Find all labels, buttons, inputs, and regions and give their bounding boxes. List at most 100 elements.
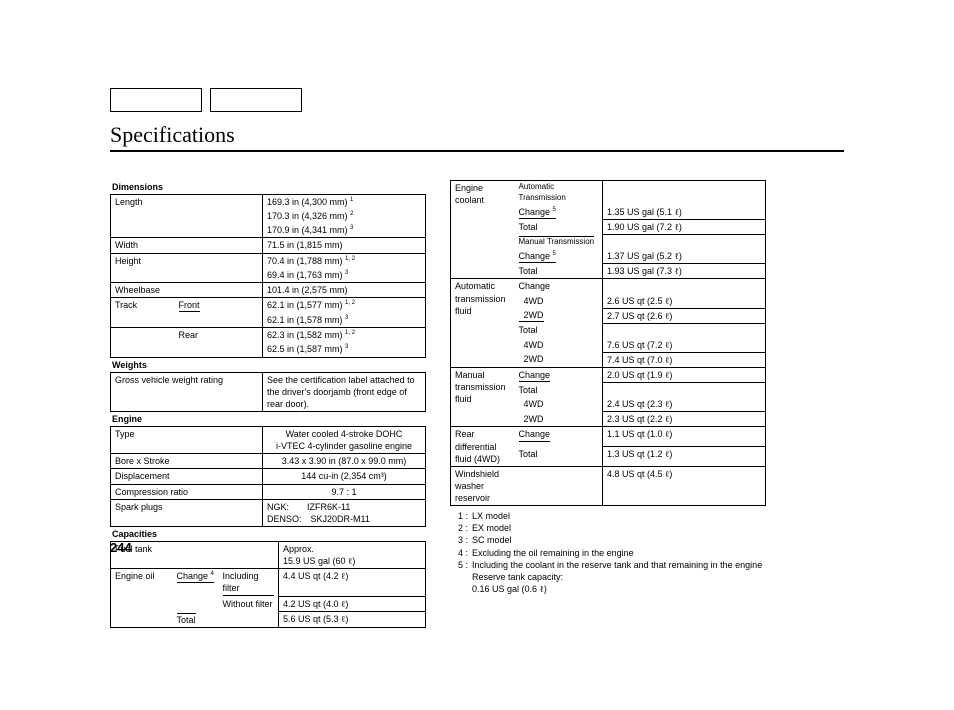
page-number: 244 bbox=[110, 540, 132, 555]
at-t4wd-v: 7.6 US qt (7.2 ℓ) bbox=[603, 338, 766, 353]
mt-2wd-v: 2.3 US qt (2.2 ℓ) bbox=[603, 412, 766, 427]
at-4wd: 4WD bbox=[515, 294, 603, 309]
mantrans-label: Manualtransmissionfluid bbox=[451, 367, 515, 427]
coolant-mt-change-v: 1.37 US gal (5.2 ℓ) bbox=[603, 249, 766, 264]
eng-value: 9.7 : 1 bbox=[263, 484, 426, 499]
dim-label: Height bbox=[111, 253, 175, 268]
weights-value: See the certification label attached to … bbox=[263, 372, 426, 411]
weights-head: Weights bbox=[110, 358, 426, 372]
dim-value: 101.4 in (2,575 mm) bbox=[263, 282, 426, 297]
rd-change: Change bbox=[515, 427, 603, 447]
eng-label: Displacement bbox=[111, 469, 263, 484]
eng-label: Spark plugs bbox=[111, 499, 263, 526]
mt-change: Change bbox=[515, 367, 603, 383]
dim-label: Length bbox=[111, 195, 175, 210]
footnote: 2 :EX model bbox=[458, 522, 766, 534]
dim-sub: Rear bbox=[175, 328, 263, 343]
at-2wd: 2WD bbox=[515, 308, 603, 323]
coolant-mt-change: Change 5 bbox=[515, 249, 603, 264]
oil-wo: Without filter bbox=[219, 597, 279, 612]
dim-sub bbox=[175, 253, 263, 268]
eng-label: Type bbox=[111, 426, 263, 453]
coolant-at-change: Change 5 bbox=[515, 205, 603, 220]
rd-change-v: 1.1 US qt (1.0 ℓ) bbox=[603, 427, 766, 447]
coolant-at-total-v: 1.90 US gal (7.2 ℓ) bbox=[603, 220, 766, 235]
reserve-2: 0.16 US gal (0.6 ℓ) bbox=[458, 583, 766, 595]
autotrans-label: Automatictransmissionfluid bbox=[451, 279, 515, 367]
coolant-at-change-v: 1.35 US gal (5.1 ℓ) bbox=[603, 205, 766, 220]
dim-sub bbox=[175, 238, 263, 253]
dim-sub bbox=[175, 268, 263, 283]
footnote: 1 :LX model bbox=[458, 510, 766, 522]
eng-value: NGK: IZFR6K-11DENSO: SKJ20DR-M11 bbox=[263, 499, 426, 526]
header-boxes bbox=[110, 88, 844, 112]
eng-label: Bore x Stroke bbox=[111, 454, 263, 469]
at-4wd-v: 2.6 US qt (2.5 ℓ) bbox=[603, 294, 766, 309]
rd-total: Total bbox=[515, 447, 603, 466]
dim-value: 71.5 in (1,815 mm) bbox=[263, 238, 426, 253]
engine-table: TypeWater cooled 4-stroke DOHCi-VTEC 4-c… bbox=[110, 426, 426, 527]
dim-value: 70.4 in (1,788 mm) 1, 2 bbox=[263, 253, 426, 268]
dim-label: Track bbox=[111, 297, 175, 313]
dimensions-table: Length 169.3 in (4,300 mm) 1170.3 in (4,3… bbox=[110, 194, 426, 358]
at-2wd-v: 2.7 US qt (2.6 ℓ) bbox=[603, 308, 766, 323]
dim-label: Wheelbase bbox=[111, 282, 175, 297]
eng-label: Compression ratio bbox=[111, 484, 263, 499]
dim-label bbox=[111, 268, 175, 283]
coolant-mt-total-v: 1.93 US gal (7.3 ℓ) bbox=[603, 264, 766, 279]
dim-label bbox=[111, 223, 175, 238]
at-t2wd-v: 7.4 US qt (7.0 ℓ) bbox=[603, 352, 766, 367]
coolant-label: Enginecoolant bbox=[451, 181, 515, 279]
at-t4wd: 4WD bbox=[515, 338, 603, 353]
box-1 bbox=[110, 88, 202, 112]
footnote: 5 :Including the coolant in the reserve … bbox=[458, 559, 766, 571]
weights-table: Gross vehicle weight rating See the cert… bbox=[110, 372, 426, 412]
oil-incl: Including filter bbox=[219, 569, 279, 597]
mt-total: Total bbox=[515, 383, 603, 397]
coolant-at-head: Automatic Transmission bbox=[515, 181, 603, 205]
capacities-head: Capacities bbox=[110, 527, 426, 541]
oil-v3: 5.6 US qt (5.3 ℓ) bbox=[279, 612, 426, 628]
weights-label: Gross vehicle weight rating bbox=[111, 372, 263, 411]
left-column: Dimensions Length169.3 in (4,300 mm) 117… bbox=[110, 180, 426, 628]
dim-label bbox=[111, 313, 175, 328]
oil-v2: 4.2 US qt (4.0 ℓ) bbox=[279, 597, 426, 612]
coolant-at-total: Total bbox=[515, 220, 603, 235]
oil-total: Total bbox=[173, 612, 219, 628]
fuel-value: Approx.15.9 US gal (60 ℓ) bbox=[279, 541, 426, 568]
coolant-mt-head: Manual Transmission bbox=[515, 235, 603, 249]
at-change: Change bbox=[515, 279, 603, 294]
dim-value: 62.1 in (1,578 mm) 3 bbox=[263, 313, 426, 328]
dim-value: 62.3 in (1,582 mm) 1, 2 bbox=[263, 328, 426, 343]
at-t2wd: 2WD bbox=[515, 352, 603, 367]
dim-sub bbox=[175, 342, 263, 357]
eng-value: 3.43 x 3.90 in (87.0 x 99.0 mm) bbox=[263, 454, 426, 469]
footnotes: 1 :LX model2 :EX model3 :SC model4 :Excl… bbox=[450, 510, 766, 595]
dim-sub: Front bbox=[175, 297, 263, 313]
coolant-mt-total: Total bbox=[515, 264, 603, 279]
footnote: 3 :SC model bbox=[458, 534, 766, 546]
reserve-1: Reserve tank capacity: bbox=[458, 571, 766, 583]
washer-label: Windshieldwasherreservoir bbox=[451, 466, 515, 505]
dim-label bbox=[111, 342, 175, 357]
engine-head: Engine bbox=[110, 412, 426, 426]
eng-value: 144 cu-in (2,354 cm³) bbox=[263, 469, 426, 484]
box-2 bbox=[210, 88, 302, 112]
page-title: Specifications bbox=[110, 122, 844, 152]
dim-value: 169.3 in (4,300 mm) 1 bbox=[263, 195, 426, 210]
mt-4wd-v: 2.4 US qt (2.3 ℓ) bbox=[603, 397, 766, 412]
dim-label: Width bbox=[111, 238, 175, 253]
mt-2wd: 2WD bbox=[515, 412, 603, 427]
dim-sub bbox=[175, 282, 263, 297]
dim-value: 62.5 in (1,587 mm) 3 bbox=[263, 342, 426, 357]
footnote: 4 :Excluding the oil remaining in the en… bbox=[458, 547, 766, 559]
mt-4wd: 4WD bbox=[515, 397, 603, 412]
dim-value: 170.9 in (4,341 mm) 3 bbox=[263, 223, 426, 238]
dim-value: 170.3 in (4,326 mm) 2 bbox=[263, 209, 426, 223]
eng-value: Water cooled 4-stroke DOHCi-VTEC 4-cylin… bbox=[263, 426, 426, 453]
dim-sub bbox=[175, 195, 263, 210]
mt-change-v: 2.0 US qt (1.9 ℓ) bbox=[603, 367, 766, 383]
dim-sub bbox=[175, 209, 263, 223]
dim-sub bbox=[175, 313, 263, 328]
rd-total-v: 1.3 US qt (1.2 ℓ) bbox=[603, 447, 766, 466]
